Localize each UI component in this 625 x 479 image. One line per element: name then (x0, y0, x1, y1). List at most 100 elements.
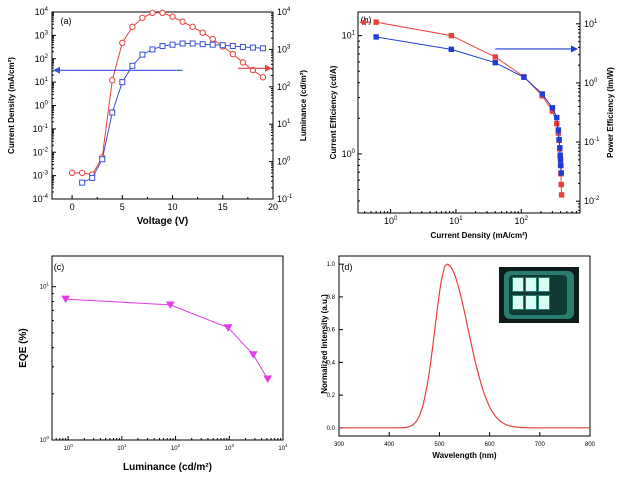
y-right-tick-label: 101 (277, 119, 291, 129)
y-tick-label: 102 (35, 54, 49, 64)
data-point (99, 156, 106, 163)
emitting-pixel (513, 296, 523, 309)
panel-label: (a) (61, 16, 72, 26)
data-point (557, 152, 563, 158)
y-right-tick-label: 103 (277, 44, 291, 54)
x-tick-label: 0 (70, 202, 75, 212)
y-right-tick-label: 10-1 (277, 194, 293, 204)
data-point (558, 162, 564, 169)
x-tick-label: 101 (117, 443, 127, 452)
panel-label: (c) (54, 262, 65, 272)
plot-frame (51, 11, 274, 200)
data-point (249, 44, 256, 51)
x-tick-label: 400 (384, 442, 395, 448)
emitting-pixel (539, 296, 549, 309)
data-point (554, 121, 560, 127)
data-point (554, 114, 560, 121)
y-tick-label: 104 (35, 7, 49, 17)
data-point (259, 74, 267, 81)
panel-c: 100 101 102 103 104 100 101 (c) Luminance (cd/m²… (18, 255, 288, 473)
x-tick-label: 102 (171, 443, 181, 452)
data-point (159, 9, 166, 17)
y-tick-label: 10-2 (33, 147, 49, 157)
y-tick-label: 101 (342, 31, 356, 41)
data-point (229, 50, 237, 58)
data-point (129, 23, 136, 31)
y-axis-label: Current Density (mA/cm²) (7, 57, 16, 154)
y-tick-label: 101 (35, 77, 49, 87)
y-tick-label: 101 (40, 282, 50, 291)
data-point (549, 105, 556, 111)
data-point (169, 41, 176, 48)
data-point (189, 40, 196, 47)
data-point (263, 375, 273, 383)
plot-frame (338, 255, 591, 437)
data-point (179, 18, 186, 25)
y-right-tick-label: 104 (277, 7, 291, 17)
series-line-1 (376, 36, 562, 174)
x-axis-label: Voltage (V) (137, 216, 188, 227)
data-point (189, 23, 196, 31)
data-point (223, 324, 233, 332)
x-tick-label: 10 (168, 202, 178, 212)
x-axis-label: Wavelength (nm) (432, 451, 496, 460)
data-point (239, 59, 247, 66)
data-point (89, 174, 96, 181)
data-point (539, 91, 545, 97)
panel-label: (d) (342, 262, 353, 272)
series-line-0 (72, 12, 264, 176)
data-point (448, 32, 455, 39)
y-tick-label: 103 (35, 30, 49, 40)
x-tick-label: 700 (535, 442, 546, 448)
y-right-tick-label: 100 (277, 157, 291, 167)
arrow-right-head (571, 45, 578, 53)
panel-label: (b) (361, 15, 372, 25)
x-tick-label: 103 (225, 443, 235, 452)
y-right-tick-label: 101 (584, 19, 598, 29)
emitting-pixel (526, 296, 536, 309)
x-tick-label: 15 (218, 202, 228, 212)
emitting-pixel (539, 278, 549, 291)
y-tick-label: 0.0 (327, 426, 336, 432)
y-tick-label: 100 (35, 101, 49, 111)
x-tick-label: 500 (434, 442, 445, 448)
plot-frame (357, 11, 581, 214)
x-tick-label: 100 (384, 216, 398, 226)
y-right-tick-label: 100 (584, 78, 598, 88)
series-line-1 (81, 43, 264, 184)
x-tick-label: 101 (449, 216, 463, 226)
data-point (373, 34, 379, 40)
y-tick-label: 0.4 (327, 360, 336, 366)
y-tick-label: 10-3 (33, 171, 49, 181)
y-tick-label: 100 (40, 435, 50, 444)
y-tick-label: 0.8 (327, 295, 336, 301)
data-point (556, 136, 562, 143)
y-right-axis-label: Power Efficiency (lm/W) (606, 67, 615, 158)
x-axis-label: Current Density (mA/cm²) (431, 231, 528, 240)
y-tick-label: 10-1 (33, 124, 49, 134)
data-point (557, 145, 563, 151)
data-point (248, 351, 258, 359)
data-point (61, 295, 71, 304)
data-point (239, 43, 246, 50)
y-tick-label: 0.2 (327, 393, 336, 399)
panel-d: 300 400 500 600 700 800 0.0 0.2 0.4 0.6 0.8 1.0 (d) W… (320, 255, 596, 460)
data-point (109, 77, 116, 84)
y-axis-label: EQE (%) (18, 328, 29, 367)
data-point (558, 170, 564, 176)
data-point (78, 169, 86, 177)
data-point (557, 157, 564, 163)
x-tick-label: 104 (278, 443, 288, 452)
data-point (558, 181, 564, 188)
series-line-0 (376, 21, 563, 195)
x-tick-label: 5 (120, 202, 125, 212)
spectrum-line (339, 263, 590, 429)
plot-frame (51, 255, 284, 441)
data-point (149, 46, 156, 53)
data-point (119, 39, 126, 47)
data-point (558, 192, 565, 198)
data-point (149, 9, 156, 17)
data-point (139, 51, 146, 58)
y-tick-label: 1.0 (327, 262, 336, 268)
x-tick-label: 20 (268, 202, 278, 212)
